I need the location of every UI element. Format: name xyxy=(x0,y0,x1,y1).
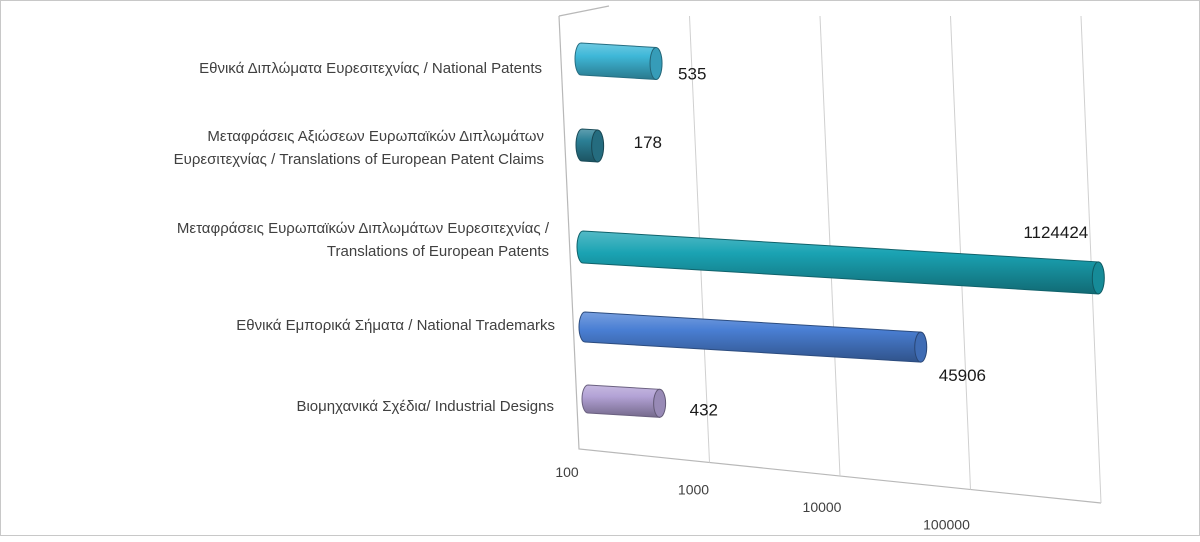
gridline xyxy=(1080,15,1102,504)
category-label: Μεταφράσεις Ευρωπαϊκών Διπλωμάτων Ευρεσι… xyxy=(177,220,550,237)
bar-3 xyxy=(578,311,928,363)
data-label: 1124424 xyxy=(1023,223,1088,242)
bar-body xyxy=(578,311,922,363)
frame-top-edge xyxy=(558,5,610,17)
data-label: 535 xyxy=(678,65,706,84)
x-tick-label: 10000 xyxy=(803,499,842,515)
data-label: 432 xyxy=(690,400,718,419)
bar-0 xyxy=(574,42,663,81)
category-label: Εθνικά Διπλώματα Ευρεσιτεχνίας / Nationa… xyxy=(199,60,542,77)
bar-2 xyxy=(576,230,1105,295)
bar-body xyxy=(576,230,1099,295)
x-tick-label: 1000 xyxy=(678,482,709,498)
x-tick-label: 1000000 xyxy=(1044,536,1099,537)
data-label: 178 xyxy=(634,133,662,152)
bar-end-cap xyxy=(649,47,663,81)
x-tick-label: 100 xyxy=(555,464,579,480)
category-label: Βιομηχανικά Σχέδια/ Industrial Designs xyxy=(296,398,554,415)
bar-end-cap xyxy=(653,388,667,418)
bar-end-cap xyxy=(591,129,605,163)
bar-1 xyxy=(575,128,605,163)
bar-4 xyxy=(581,384,667,418)
axis-frame xyxy=(558,15,1102,504)
bar-body xyxy=(581,384,661,418)
gridline xyxy=(950,15,971,490)
category-label: Ευρεσιτεχνίας / Translations of European… xyxy=(174,151,544,168)
category-label: Εθνικά Εμπορικά Σήματα / National Tradem… xyxy=(236,317,555,334)
grid xyxy=(558,5,1102,504)
bar-end-cap xyxy=(1091,261,1105,295)
labels: 100 1000 10000 100000 1000000 535 178 1124424 45… xyxy=(174,60,1099,542)
category-label: Μεταφράσεις Αξιώσεων Ευρωπαϊκών Διπλωμάτ… xyxy=(207,128,544,145)
bar-body xyxy=(574,42,657,81)
x-tick-label: 100000 xyxy=(923,517,970,533)
bars xyxy=(574,42,1105,418)
data-label: 45906 xyxy=(939,366,986,385)
category-label: Translations of European Patents xyxy=(327,243,549,260)
bar-end-cap xyxy=(914,331,928,363)
